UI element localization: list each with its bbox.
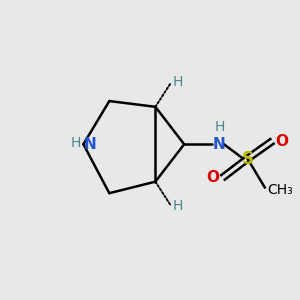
Text: H: H [173,75,183,89]
Text: N: N [212,137,225,152]
Text: O: O [275,134,288,149]
Text: N: N [83,137,96,152]
Text: H: H [173,199,183,213]
Text: O: O [207,170,220,185]
Text: S: S [242,150,254,168]
Text: H: H [70,136,80,150]
Text: CH₃: CH₃ [268,183,293,197]
Text: H: H [215,120,225,134]
